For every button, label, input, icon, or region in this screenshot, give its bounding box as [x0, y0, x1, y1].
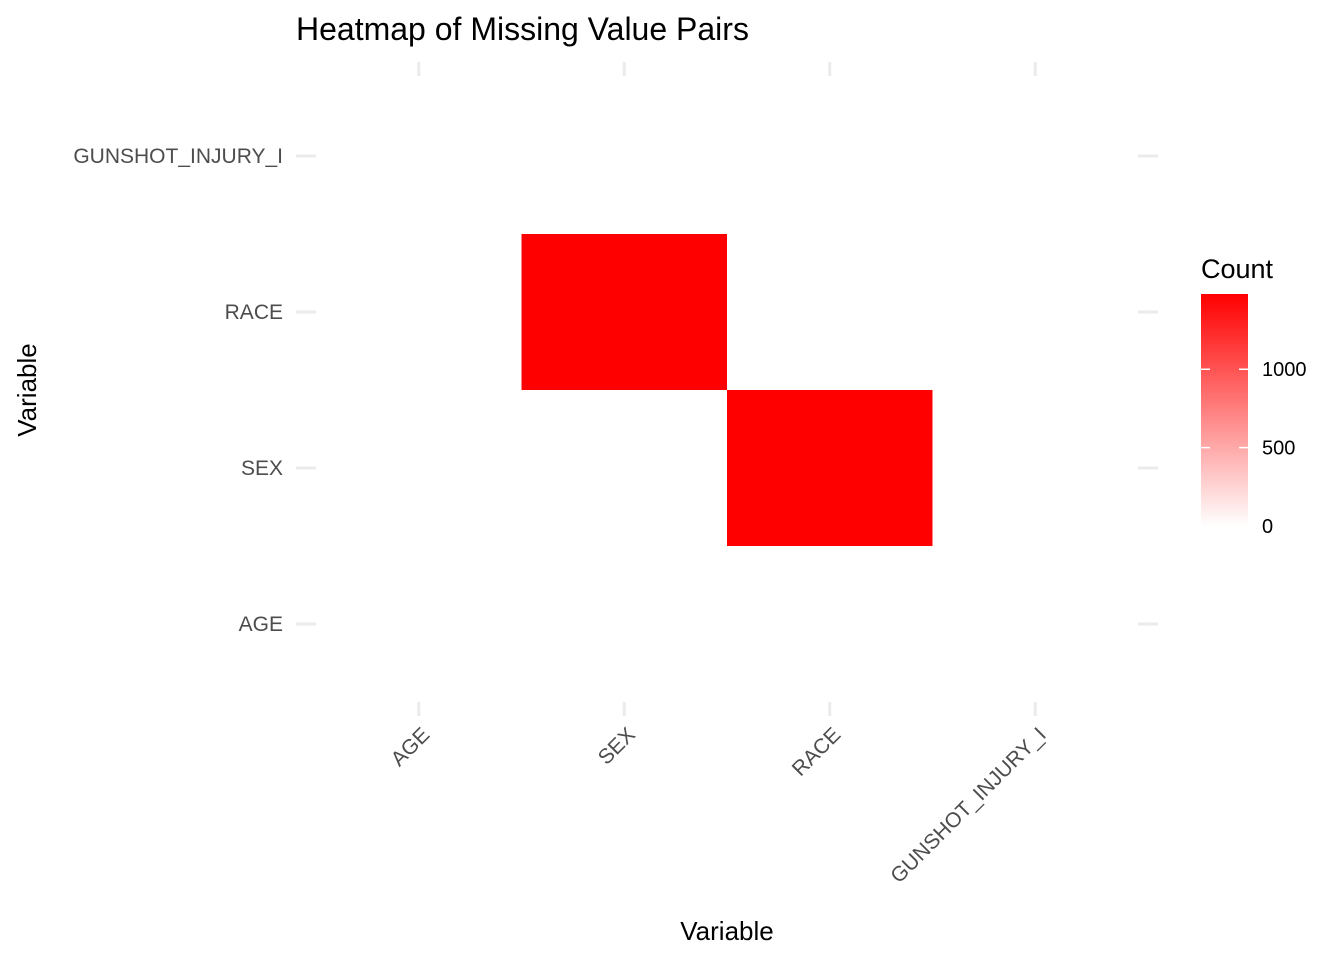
x-axis-ticks: AGE SEX RACE GUNSHOT_INJURY_I — [387, 62, 1051, 888]
x-tick-label-age: AGE — [387, 723, 435, 771]
y-tick-label-race: RACE — [225, 301, 283, 324]
heatmap-cell-race-sex — [727, 390, 933, 546]
y-axis-title: Variable — [12, 343, 42, 436]
legend-label-1000: 1000 — [1262, 359, 1307, 381]
heatmap-cells — [521, 234, 933, 546]
legend-label-500: 500 — [1262, 438, 1295, 460]
x-tick-label-gunshot-injury-i: GUNSHOT_INJURY_I — [886, 723, 1051, 888]
legend-label-0: 0 — [1262, 516, 1273, 538]
y-tick-label-age: AGE — [239, 613, 283, 636]
heatmap-cell-sex-race — [521, 234, 727, 390]
y-axis-ticks: AGE SEX RACE GUNSHOT_INJURY_I — [73, 145, 1158, 636]
x-tick-label-race: RACE — [788, 723, 846, 781]
legend: Count 0 500 1000 — [1201, 254, 1307, 538]
x-axis-title: Variable — [680, 916, 773, 946]
legend-colorbar — [1201, 294, 1248, 526]
y-tick-label-gunshot-injury-i: GUNSHOT_INJURY_I — [73, 145, 283, 168]
legend-breaks: 0 500 1000 — [1201, 359, 1307, 538]
chart-title: Heatmap of Missing Value Pairs — [296, 11, 749, 47]
x-tick-label-sex: SEX — [594, 723, 640, 769]
legend-title: Count — [1201, 254, 1274, 284]
y-tick-label-sex: SEX — [241, 457, 283, 480]
